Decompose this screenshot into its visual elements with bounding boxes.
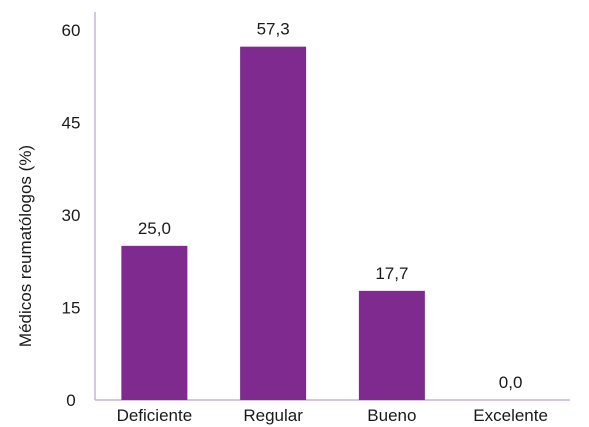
category-label: Deficiente	[117, 406, 193, 425]
data-labels: 25,0 57,3 17,7 0,0	[138, 20, 523, 392]
data-label: 0,0	[499, 373, 523, 392]
category-label: Excelente	[473, 406, 548, 425]
data-label: 25,0	[138, 219, 171, 238]
category-labels: Deficiente Regular Bueno Excelente	[117, 406, 548, 425]
y-tick-label: 45	[62, 114, 81, 133]
category-label: Bueno	[367, 406, 416, 425]
bar	[121, 245, 188, 400]
bar	[358, 290, 425, 400]
data-label: 17,7	[375, 264, 408, 283]
y-tick-label: 60	[62, 21, 81, 40]
data-label: 57,3	[257, 20, 290, 39]
y-tick-label: 0	[66, 391, 75, 410]
bars	[121, 46, 425, 401]
category-label: Regular	[243, 406, 303, 425]
y-tick-label: 15	[62, 299, 81, 318]
bar	[240, 46, 307, 401]
y-tick-label: 30	[62, 206, 81, 225]
y-tick-labels: 0 15 30 45 60	[62, 21, 81, 410]
y-axis-title: Médicos reumatólogos (%)	[16, 145, 35, 347]
